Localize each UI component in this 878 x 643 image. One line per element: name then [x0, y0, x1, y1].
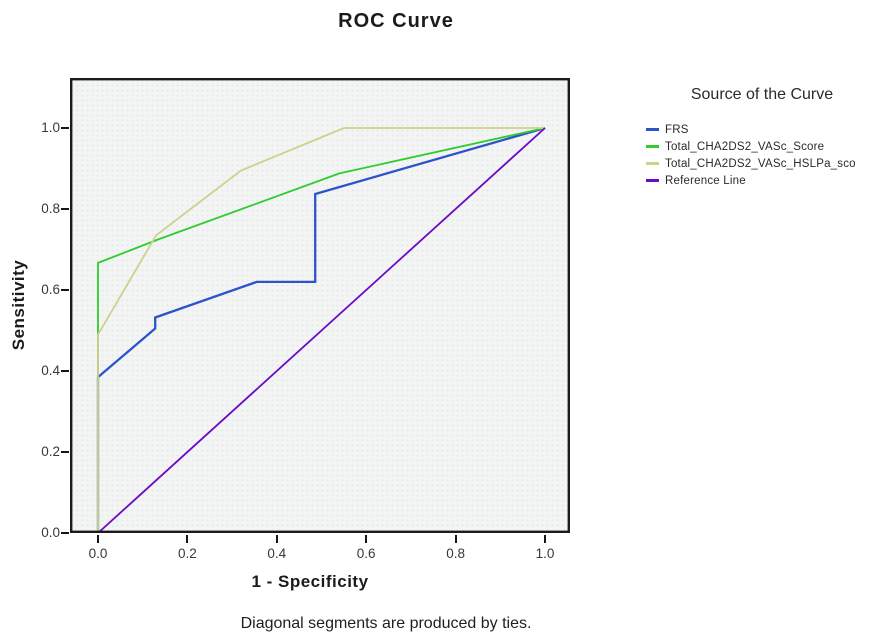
curve-reference-line [97, 127, 546, 533]
x-tick-mark [365, 535, 368, 543]
plot-border [70, 78, 570, 533]
legend-swatch-icon [646, 145, 659, 148]
y-tick-label: 0.0 [41, 525, 60, 540]
legend-title: Source of the Curve [690, 86, 834, 103]
x-axis-title: 1 - Specificity [251, 572, 369, 591]
y-tick-mark [61, 451, 69, 453]
y-tick-mark [61, 370, 69, 372]
x-tick-mark [97, 535, 99, 543]
curve-frs [96, 126, 546, 533]
y-tick-label: 1.0 [41, 120, 60, 135]
legend-item: FRS [646, 121, 856, 138]
y-axis-title: Sensitivity [9, 259, 28, 351]
plot-area [70, 78, 570, 533]
x-tick-mark [454, 535, 457, 543]
y-tick-label: 0.8 [41, 201, 60, 216]
legend-label: Total_CHA2DS2_VASc_Score [665, 140, 825, 153]
x-tick-mark [275, 535, 278, 543]
x-tick-label: 0.2 [178, 546, 197, 561]
y-tick-label: 0.2 [41, 444, 60, 459]
y-tick-mark [61, 532, 69, 534]
legend-label: Total_CHA2DS2_VASc_HSLPa_sco [665, 157, 856, 170]
x-tick-mark [544, 535, 546, 543]
footnote: Diagonal segments are produced by ties. [240, 615, 532, 632]
x-tick-label: 0.4 [267, 546, 287, 561]
x-tick-label: 0.6 [356, 546, 376, 561]
legend-item: Reference Line [646, 172, 856, 189]
legend-item: Total_CHA2DS2_VASc_Score [646, 138, 856, 155]
legend-swatch-icon [646, 128, 659, 131]
y-tick-mark [61, 289, 69, 291]
y-tick-mark [61, 127, 69, 129]
legend-item: Total_CHA2DS2_VASc_HSLPa_sco [646, 155, 856, 172]
y-tick-mark [61, 208, 69, 210]
x-tick-label: 0.8 [446, 546, 465, 561]
x-tick-label: 0.0 [88, 546, 108, 561]
roc-svg [70, 78, 570, 533]
chart-title: ROC Curve [338, 10, 454, 32]
y-tick-label: 0.4 [41, 363, 60, 378]
legend-label: Reference Line [665, 174, 746, 187]
legend-label: FRS [665, 123, 689, 136]
x-tick-label: 1.0 [535, 546, 555, 561]
legend-swatch-icon [646, 179, 659, 182]
x-tick-mark [186, 535, 189, 543]
y-tick-label: 0.6 [41, 282, 60, 297]
legend-swatch-icon [646, 162, 659, 165]
curve-total-cha2ds2-vasc-hslpa-sco [97, 127, 545, 533]
legend: FRS Total_CHA2DS2_VASc_Score Total_CHA2DS2… [646, 121, 856, 189]
